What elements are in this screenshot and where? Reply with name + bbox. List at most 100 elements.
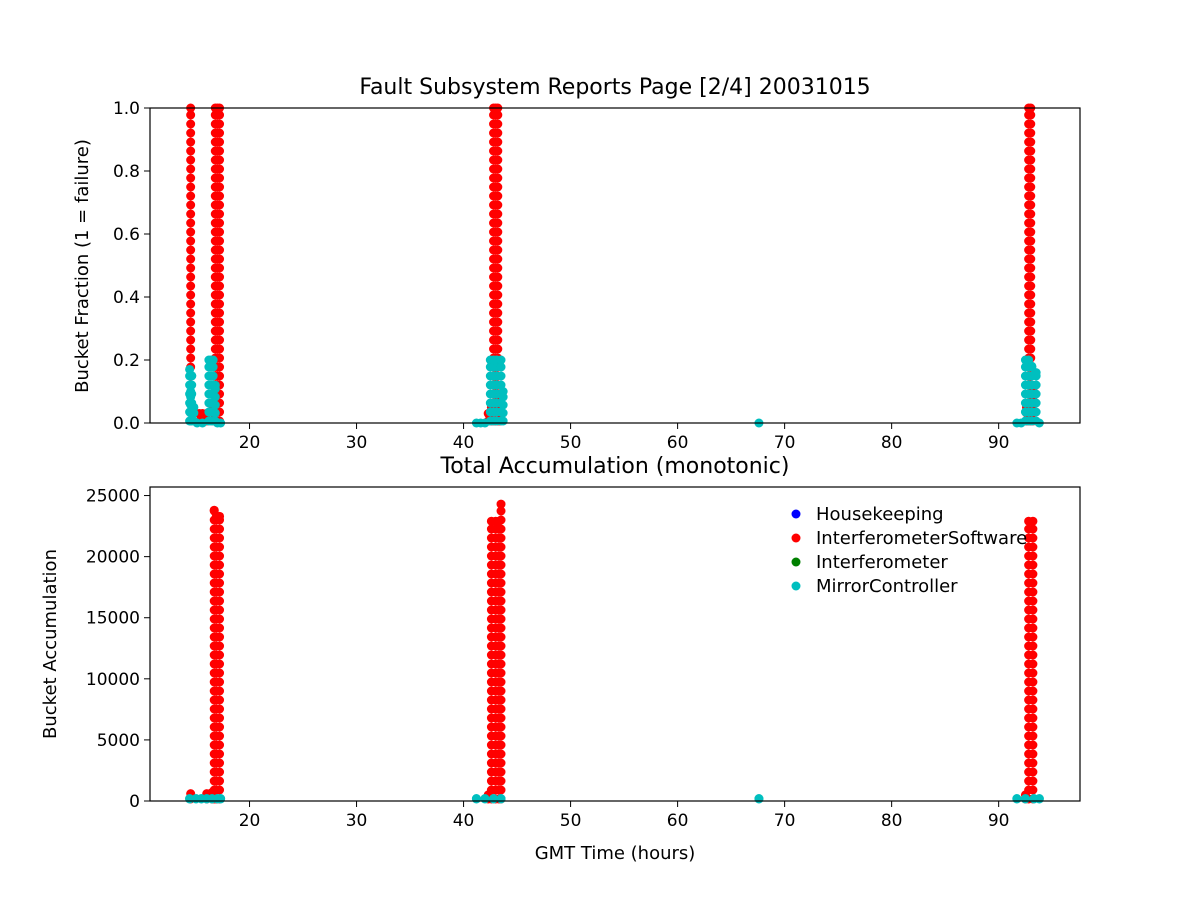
y-tick-label: 0 (129, 792, 140, 812)
x-tick-label: 50 (560, 811, 582, 831)
point-interferometer-software (496, 740, 506, 750)
point-interferometer-software (496, 704, 506, 714)
point-interferometer-software (1026, 218, 1036, 228)
point-interferometer-software (215, 578, 225, 588)
point-interferometer-software (215, 182, 225, 192)
y-tick-label: 0.2 (113, 351, 140, 371)
point-interferometer-software (215, 200, 225, 210)
accumulation-panel-title: Total Accumulation (monotonic) (440, 454, 790, 479)
point-interferometer-software (215, 749, 225, 759)
y-tick-label: 15000 (86, 609, 140, 629)
point-interferometer-software (215, 218, 225, 228)
point-interferometer-software (493, 110, 503, 120)
point-interferometer-software (493, 155, 503, 165)
point-mirror-controller (210, 392, 220, 402)
point-interferometer-software (215, 317, 225, 327)
point-interferometer-software (215, 524, 225, 534)
point-interferometer-software (1028, 650, 1038, 660)
point-interferometer-software (215, 245, 225, 255)
point-interferometer-software (493, 290, 503, 300)
point-interferometer-software (1028, 722, 1038, 732)
point-interferometer-software (215, 587, 225, 597)
x-tick-label: 80 (881, 433, 903, 453)
legend-marker-interferometer-software (791, 533, 801, 543)
point-mirror-controller (216, 794, 226, 804)
point-interferometer-software (215, 776, 225, 786)
point-interferometer-software (1028, 578, 1038, 588)
point-interferometer-software (496, 785, 506, 795)
point-mirror-controller (1031, 368, 1041, 378)
point-interferometer-software (215, 362, 225, 372)
point-interferometer-software (1028, 758, 1038, 768)
point-interferometer-software (1026, 317, 1036, 327)
fraction-panel-title: Fault Subsystem Reports Page [2/4] 20031… (359, 75, 870, 100)
point-interferometer-software (1026, 164, 1036, 174)
point-interferometer-software (215, 641, 225, 651)
point-interferometer-software (496, 533, 506, 543)
point-interferometer-software (186, 164, 196, 174)
point-interferometer-software (496, 596, 506, 606)
point-mirror-controller (1034, 794, 1044, 804)
point-interferometer-software (186, 155, 196, 165)
point-interferometer-software (1026, 200, 1036, 210)
point-interferometer-software (1028, 516, 1038, 526)
point-interferometer-software (186, 128, 196, 138)
fraction-panel: Fault Subsystem Reports Page [2/4] 20031… (72, 75, 1081, 453)
point-interferometer-software (215, 695, 225, 705)
point-interferometer-software (496, 587, 506, 597)
point-interferometer-software (215, 551, 225, 561)
point-interferometer-software (496, 614, 506, 624)
point-interferometer-software (186, 236, 196, 246)
point-interferometer-software (215, 758, 225, 768)
point-mirror-controller (189, 408, 199, 418)
point-interferometer-software (496, 767, 506, 777)
point-interferometer-software (493, 218, 503, 228)
point-interferometer-software (215, 785, 225, 795)
point-interferometer-software (496, 722, 506, 732)
point-interferometer-software (1028, 542, 1038, 552)
point-interferometer-software (215, 236, 225, 246)
y-tick-label: 0.8 (113, 162, 140, 182)
x-tick-label: 90 (988, 433, 1010, 453)
point-interferometer-software (1026, 227, 1036, 237)
point-interferometer-software (496, 641, 506, 651)
point-interferometer-software (186, 182, 196, 192)
x-tick-label: 30 (346, 433, 368, 453)
point-mirror-controller (480, 794, 490, 804)
point-interferometer-software (186, 146, 196, 156)
point-interferometer-software (215, 596, 225, 606)
point-mirror-controller (1012, 794, 1022, 804)
point-interferometer-software (215, 767, 225, 777)
point-interferometer-software (496, 758, 506, 768)
point-interferometer-software (1028, 704, 1038, 714)
point-mirror-controller (187, 371, 197, 381)
point-interferometer-software (215, 650, 225, 660)
point-mirror-controller (1031, 380, 1041, 390)
point-interferometer-software (215, 146, 225, 156)
point-interferometer-software (1028, 695, 1038, 705)
point-interferometer-software (496, 776, 506, 786)
point-interferometer-software (496, 524, 506, 534)
point-interferometer-software (215, 326, 225, 336)
accumulation-panel-points (185, 499, 1044, 804)
point-interferometer-software (215, 173, 225, 183)
point-interferometer-software (215, 290, 225, 300)
point-mirror-controller (496, 371, 506, 381)
point-interferometer-software (1026, 110, 1036, 120)
point-mirror-controller (498, 392, 508, 402)
fraction-panel-ticks: 20 30 40 50 60 70 80 90 0.0 0.2 0.4 0.6 0.8 1.0 (113, 99, 1010, 453)
fraction-panel-points (185, 103, 1044, 428)
point-interferometer-software (1026, 236, 1036, 246)
point-interferometer-software (1026, 209, 1036, 219)
legend-label-interferometer: Interferometer (816, 552, 948, 573)
point-interferometer-software (493, 146, 503, 156)
point-interferometer-software (215, 281, 225, 291)
point-interferometer-software (1028, 686, 1038, 696)
point-interferometer-software (1026, 272, 1036, 282)
y-tick-label: 10000 (86, 670, 140, 690)
point-interferometer-software (496, 713, 506, 723)
point-mirror-controller (208, 362, 218, 372)
point-interferometer-software (493, 281, 503, 291)
point-interferometer-software (493, 200, 503, 210)
